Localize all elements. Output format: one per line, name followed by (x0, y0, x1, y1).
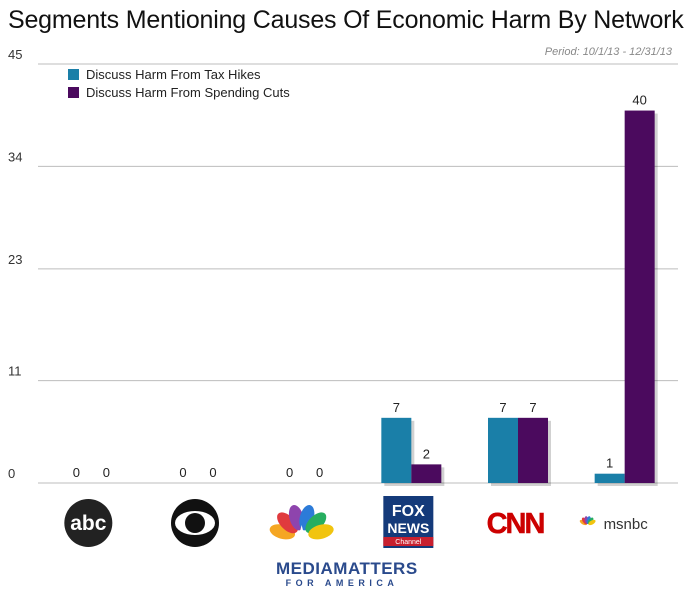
chart-title: Segments Mentioning Causes Of Economic H… (8, 6, 684, 34)
news-word: NEWS (387, 520, 429, 536)
y-tick-label: 11 (8, 364, 22, 379)
data-label: 7 (529, 400, 536, 415)
media-matters-logo: MEDIAMATTERS FOR AMERICA (276, 559, 418, 589)
bar (488, 417, 518, 483)
data-label: 7 (499, 400, 506, 415)
y-axis-ticks: 0 11 23 34 45 (8, 47, 22, 481)
legend-swatch (68, 87, 79, 98)
abc-logo: abc (64, 499, 113, 547)
y-tick-label: 45 (8, 47, 22, 62)
logo-main-text: MEDIAMATTERS (276, 559, 418, 578)
grid-lines (38, 63, 678, 484)
chart-area: 0 11 23 34 45 0 0 0 0 0 0 7 2 7 7 1 40 Discuss Harm Fro… (8, 47, 678, 548)
nbc-peacock-logo (269, 504, 334, 541)
peacock-feather (277, 512, 298, 534)
peacock-feather (305, 512, 327, 534)
abc-logo-text: abc (70, 512, 107, 535)
bar (594, 473, 625, 483)
legend-label: Discuss Harm From Tax Hikes (86, 67, 261, 82)
data-label: 0 (179, 465, 186, 480)
data-label: 2 (423, 446, 430, 461)
bar (624, 110, 655, 484)
msnbc-logo-text: msnbc (604, 516, 649, 533)
data-label: 0 (103, 465, 110, 480)
data-label: 0 (316, 465, 323, 480)
channel-band (383, 537, 434, 546)
cbs-eye-logo (171, 499, 219, 547)
cbs-pupil (185, 513, 205, 533)
msnbc-feather (588, 519, 596, 526)
data-label: 0 (209, 465, 216, 480)
data-label: 7 (393, 400, 400, 415)
legend: Discuss Harm From Tax Hikes Discuss Harm … (68, 67, 290, 100)
data-label: 0 (286, 465, 293, 480)
peacock-body (297, 525, 306, 541)
data-label: 1 (606, 456, 613, 471)
data-labels: 0 0 0 0 0 0 7 2 7 7 1 40 (73, 93, 647, 480)
bars (381, 110, 658, 487)
bar (381, 417, 412, 483)
peacock-feather (308, 524, 334, 540)
data-label: 0 (73, 465, 80, 480)
abc-circle (64, 499, 113, 547)
period-note: Period: 10/1/13 - 12/31/13 (544, 46, 672, 58)
data-label: 40 (632, 93, 646, 108)
bar (411, 464, 442, 483)
y-tick-label: 34 (8, 149, 22, 164)
y-tick-label: 23 (8, 252, 22, 267)
bar (518, 417, 548, 483)
channel-word: Channel (395, 539, 422, 546)
cnn-logo: CNN (486, 508, 545, 541)
cnn-logo-text: CNN (487, 508, 544, 540)
legend-label: Discuss Harm From Spending Cuts (86, 85, 290, 100)
logo-sub-text: FOR AMERICA (285, 578, 399, 588)
legend-swatch (68, 69, 79, 80)
fox-word: FOX (392, 503, 425, 520)
msnbc-logo: msnbc (579, 516, 648, 533)
y-tick-label: 0 (8, 466, 15, 481)
